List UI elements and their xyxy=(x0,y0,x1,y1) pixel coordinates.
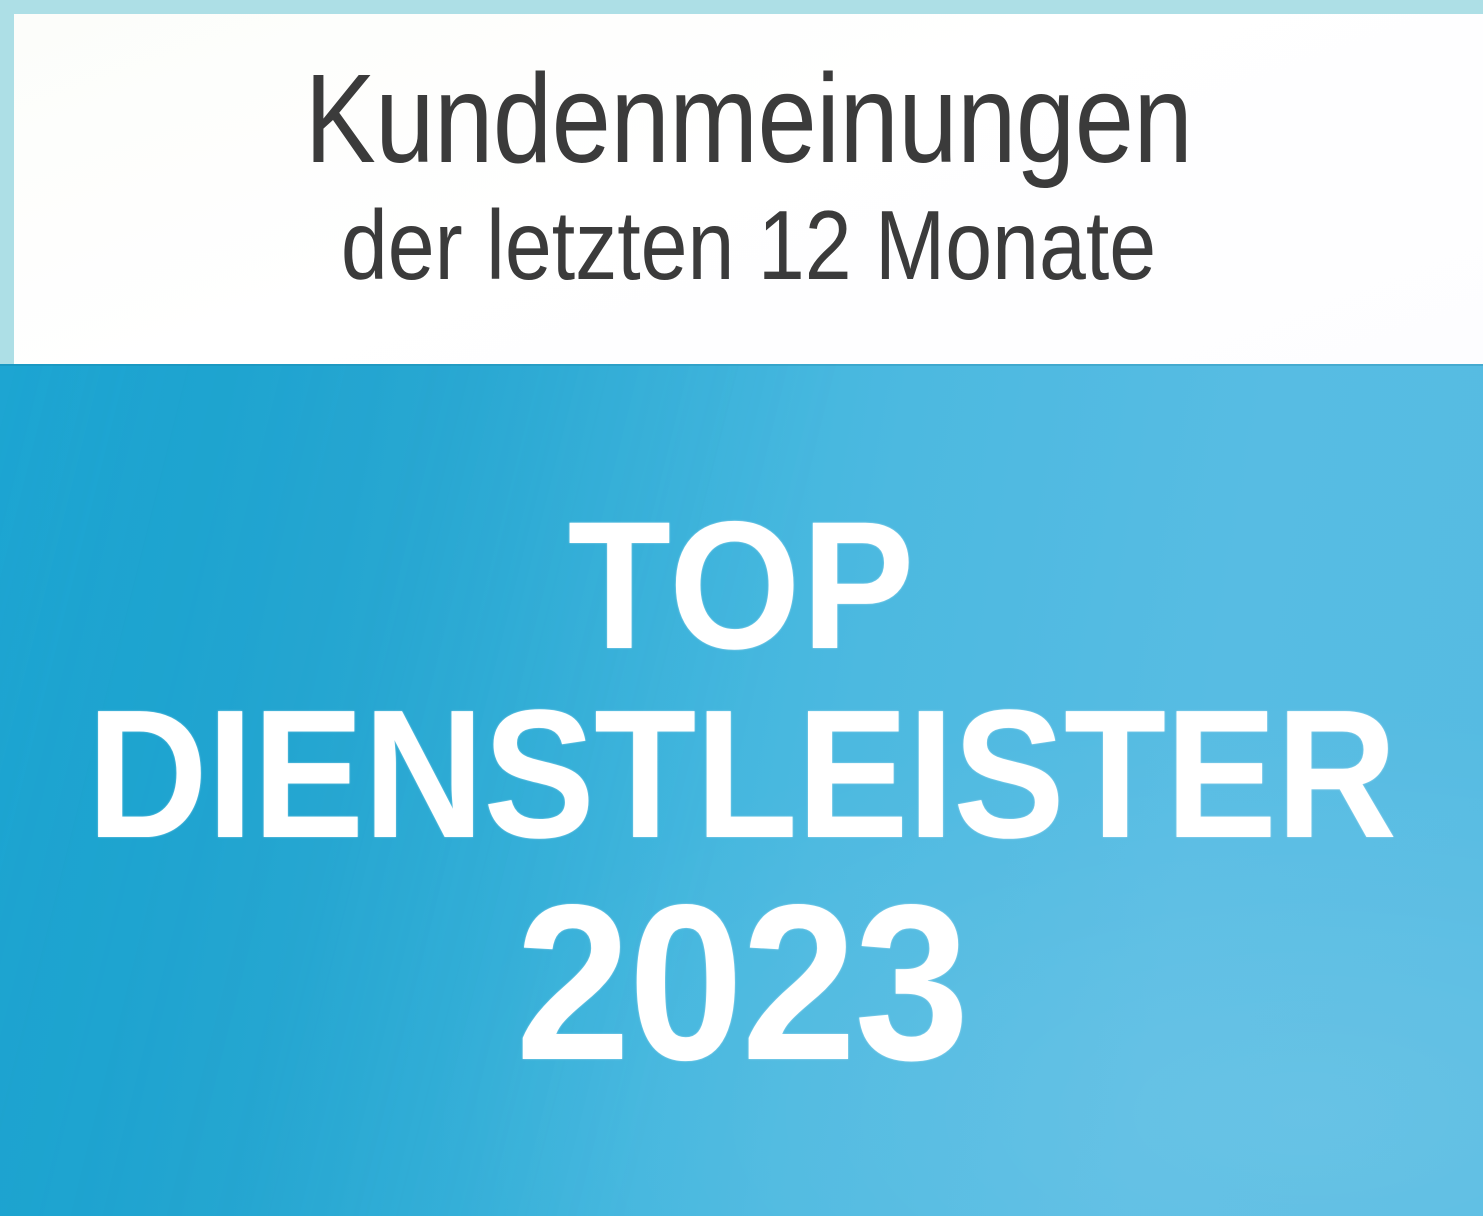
header-panel-inner: Kundenmeinungen der letzten 12 Monate xyxy=(14,14,1483,364)
award-panel: TOP DIENSTLEISTER 2023 xyxy=(0,364,1483,1216)
award-label-dienstleister: DIENSTLEISTER xyxy=(86,671,1397,876)
award-year: 2023 xyxy=(515,859,970,1107)
award-text-block: TOP DIENSTLEISTER 2023 xyxy=(0,364,1483,1216)
header-panel: Kundenmeinungen der letzten 12 Monate xyxy=(0,0,1483,364)
award-panel-top-edge xyxy=(0,364,1483,366)
header-title-secondary: der letzten 12 Monate xyxy=(340,190,1157,300)
header-text-block: Kundenmeinungen der letzten 12 Monate xyxy=(14,14,1483,364)
header-title-primary: Kundenmeinungen xyxy=(304,48,1193,189)
award-panel-gradient xyxy=(0,364,1483,1216)
award-panel-sheen xyxy=(0,364,1483,1216)
award-label-top: TOP xyxy=(567,483,916,687)
